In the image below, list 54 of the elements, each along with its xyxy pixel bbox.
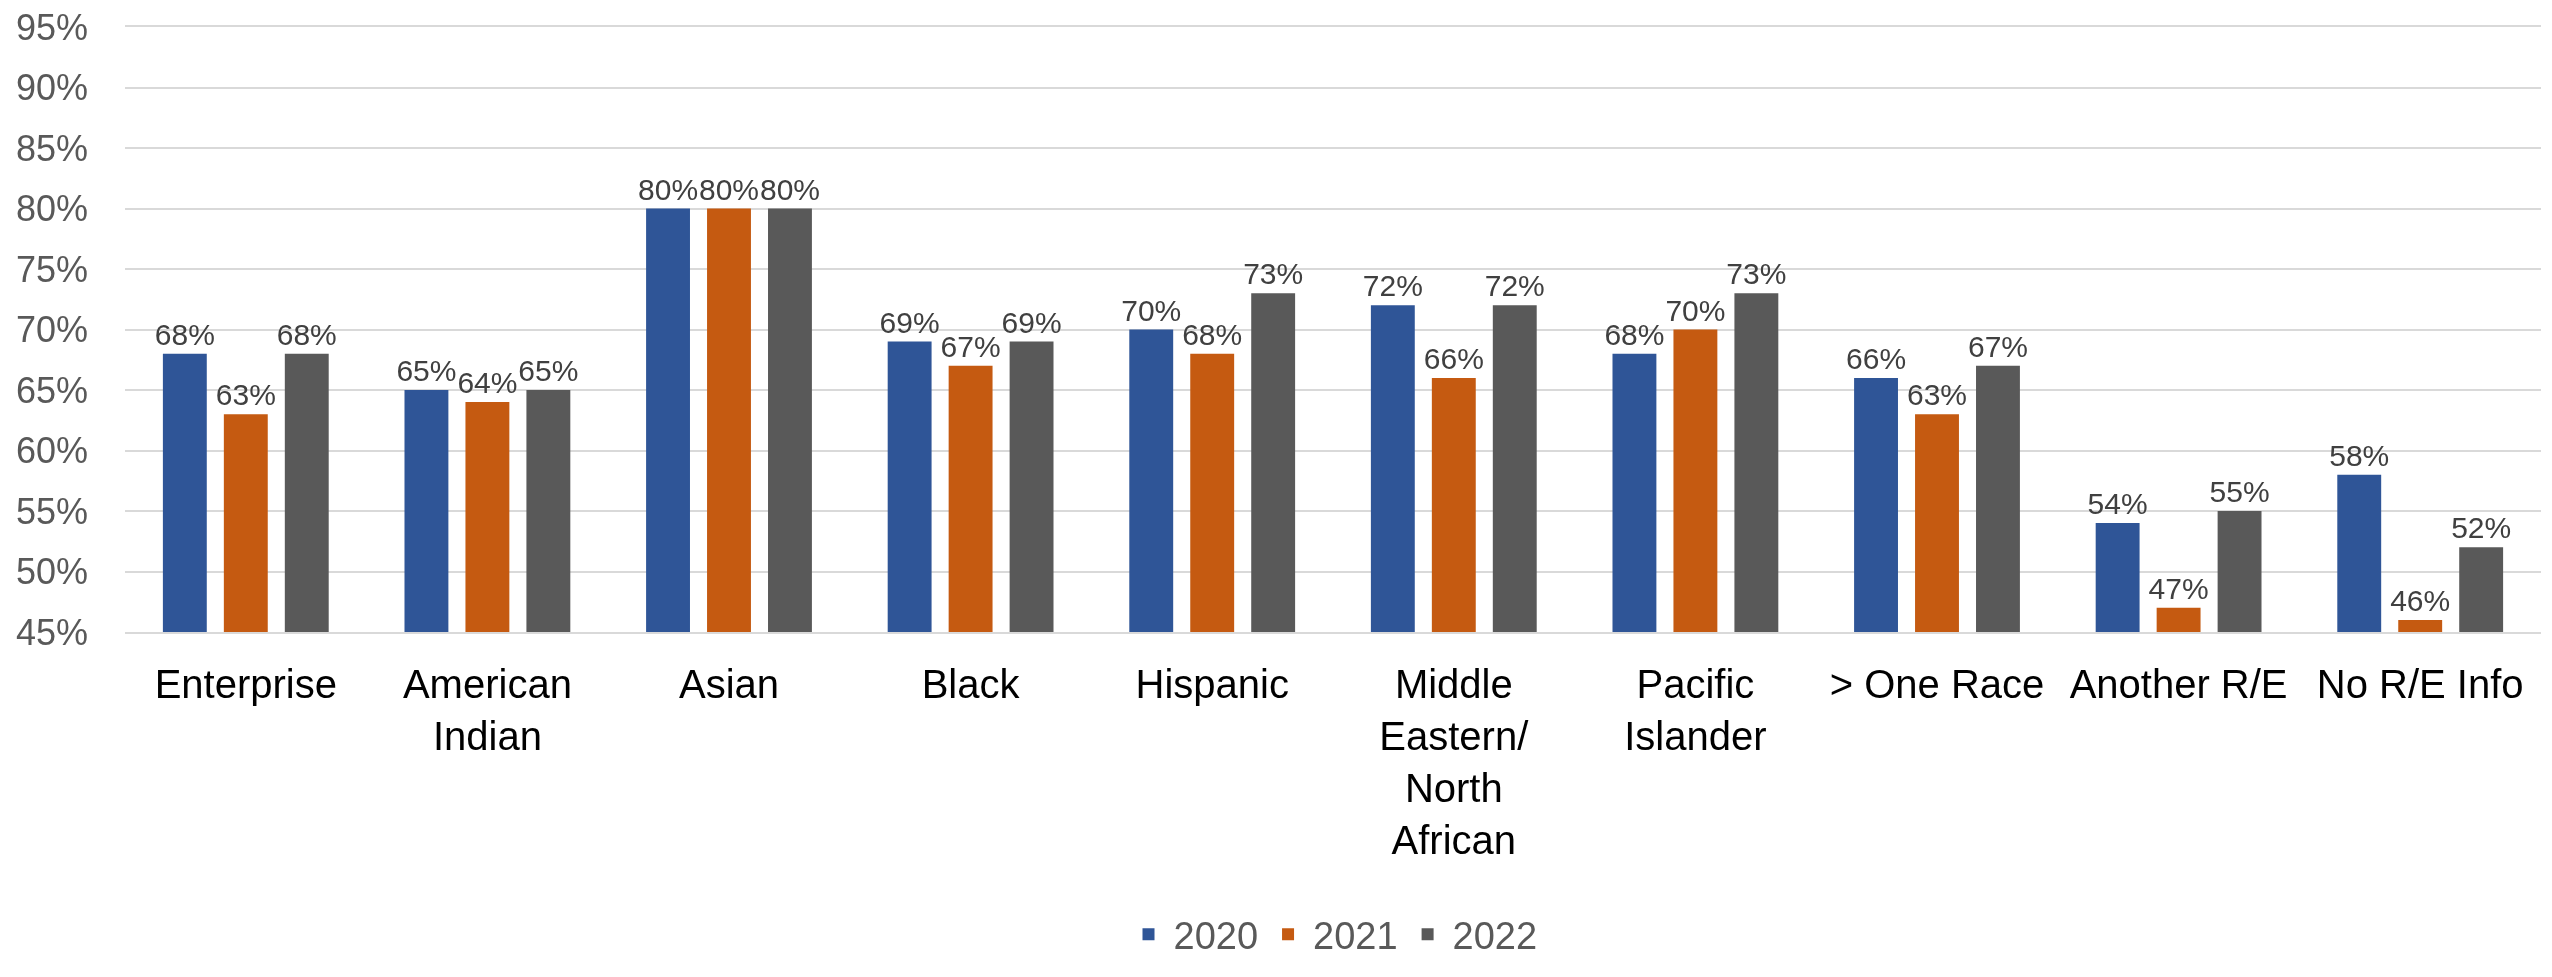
data-label: 68% [154, 317, 215, 351]
y-tick-label: 55% [15, 490, 88, 532]
x-tick-label: Middle Eastern/ North African [1379, 662, 1530, 862]
data-label: 55% [2209, 475, 2270, 508]
data-label: 80% [698, 172, 760, 206]
data-label: 52% [2451, 511, 2512, 545]
data-label: 54% [2087, 487, 2148, 521]
x-tick-label: American Indian [402, 662, 572, 758]
y-tick-label: 60% [15, 430, 88, 472]
y-tick-label: 70% [15, 309, 88, 351]
data-label: 46% [2390, 583, 2451, 617]
data-label: 63% [215, 378, 276, 412]
x-tick-label: Enterprise [154, 662, 337, 706]
x-tick-label: Asian [678, 662, 780, 706]
data-label: 69% [879, 305, 940, 339]
legend-label: 2021 [1313, 915, 1398, 958]
y-tick-label: 45% [15, 611, 88, 653]
data-label: 69% [1001, 305, 1062, 339]
data-label: 58% [2329, 438, 2390, 472]
data-label: 65% [396, 354, 457, 387]
data-label: 68% [276, 317, 337, 351]
data-label: 68% [1604, 317, 1665, 351]
data-label: 66% [1423, 341, 1484, 375]
data-label: 63% [1906, 378, 1968, 412]
x-tick-label: Hispanic [1135, 662, 1289, 706]
data-label: 67% [940, 329, 1001, 363]
y-tick-label: 50% [15, 551, 88, 593]
data-label: 68% [1182, 317, 1243, 351]
data-label: 65% [518, 354, 579, 387]
y-tick-label: 65% [15, 369, 88, 411]
x-tick-label: > One Race [1829, 662, 2045, 706]
y-tick-label: 85% [15, 127, 88, 169]
x-tick-label: No R/E Info [2316, 662, 2524, 706]
data-label: 67% [1967, 329, 2028, 363]
data-label: 64% [457, 366, 518, 400]
data-label: 73% [1243, 257, 1304, 291]
data-label: 70% [1121, 293, 1182, 327]
data-label: 80% [759, 172, 820, 206]
data-label: 72% [1484, 269, 1545, 303]
y-tick-label: 75% [15, 248, 88, 290]
legend-label: 2022 [1452, 915, 1538, 958]
data-label: 66% [1846, 341, 1907, 375]
x-tick-label: Black [921, 662, 1021, 706]
data-label: 47% [2148, 571, 2209, 605]
data-label: 70% [1665, 293, 1726, 327]
y-tick-label: 80% [15, 188, 88, 230]
data-label: 80% [638, 172, 699, 206]
data-label: 73% [1726, 257, 1787, 291]
x-tick-label: Pacific Islander [1624, 662, 1767, 758]
data-label: 72% [1362, 269, 1423, 303]
y-tick-label: 95% [15, 6, 88, 48]
y-tick-label: 90% [15, 67, 88, 109]
x-tick-label: Another R/E [2069, 662, 2288, 706]
legend-label: 2020 [1173, 915, 1259, 958]
